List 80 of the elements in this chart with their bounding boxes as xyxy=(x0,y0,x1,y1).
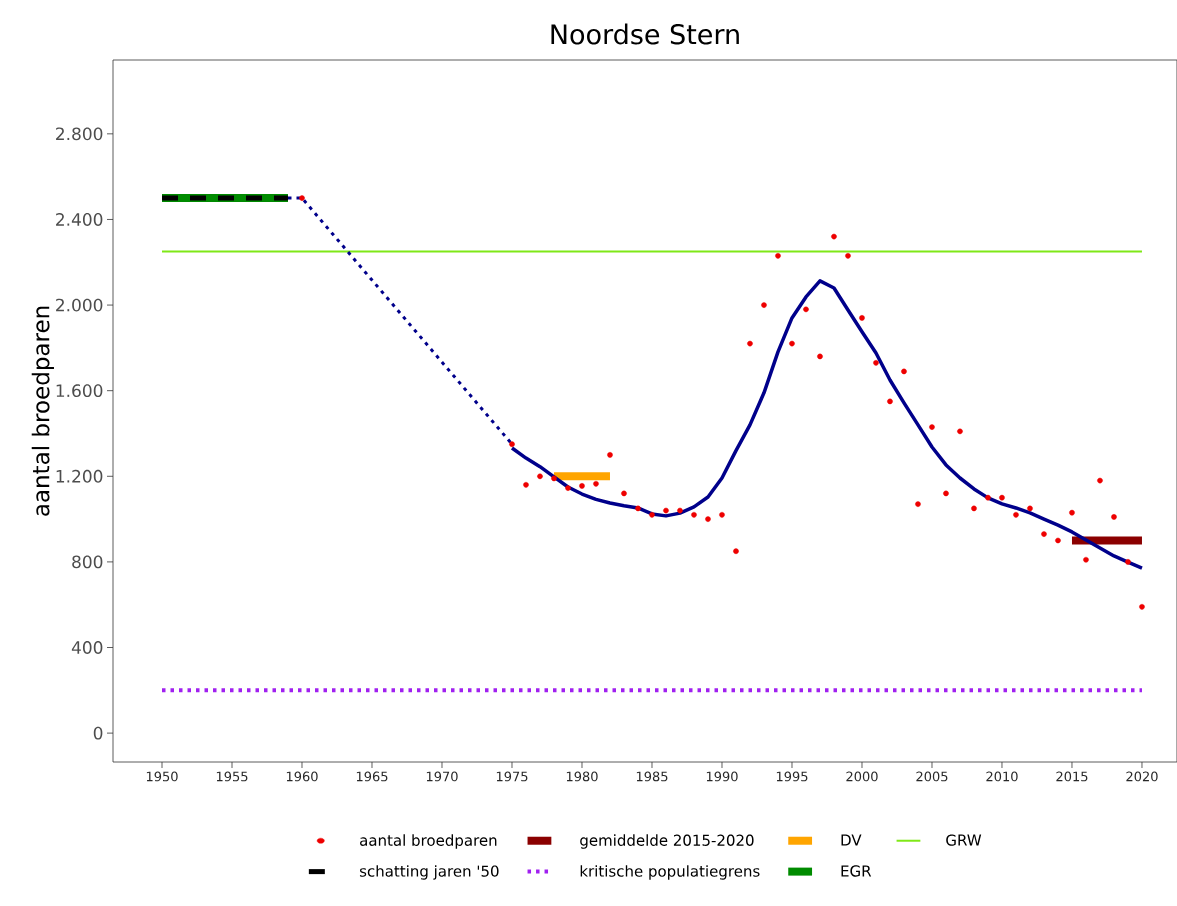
point xyxy=(803,306,809,313)
legend-label: gemiddelde 2015-2020 xyxy=(580,834,754,849)
x-tick-label: 2010 xyxy=(986,771,1018,782)
point xyxy=(733,548,739,554)
point xyxy=(1041,531,1047,537)
point xyxy=(1125,559,1131,565)
x-tick-label: 1995 xyxy=(776,771,808,782)
line-series xyxy=(510,279,1144,570)
point xyxy=(775,253,781,259)
y-tick-label: 1.600 xyxy=(56,384,103,398)
point xyxy=(691,512,697,518)
chart-title: Noordse Stern xyxy=(551,23,739,45)
point xyxy=(859,315,865,321)
x-tick-label: 2015 xyxy=(1056,771,1088,782)
point xyxy=(523,482,529,488)
x-tick-label: 1990 xyxy=(706,771,738,782)
point xyxy=(971,505,977,512)
point xyxy=(579,483,585,489)
point xyxy=(1013,512,1019,518)
x-tick-label: 1985 xyxy=(636,771,668,782)
point xyxy=(999,494,1005,501)
x-tick-label: 1980 xyxy=(566,771,598,782)
x-tick-label: 1960 xyxy=(286,771,318,782)
y-tick-label: 1.200 xyxy=(56,469,103,483)
x-tick-label: 1970 xyxy=(426,771,458,782)
point xyxy=(537,473,543,480)
point xyxy=(901,368,907,375)
y-tick-label: 2.000 xyxy=(56,298,103,312)
point xyxy=(719,512,725,518)
point xyxy=(551,475,557,482)
point xyxy=(985,494,991,501)
legend-label: EGR xyxy=(841,865,872,877)
y-tick-label: 400 xyxy=(71,641,103,654)
point xyxy=(593,480,599,487)
point xyxy=(635,505,641,512)
point xyxy=(747,340,753,347)
legend-label: schatting jaren '50 xyxy=(359,865,499,880)
point xyxy=(299,195,305,201)
point xyxy=(1027,505,1033,512)
point xyxy=(663,507,669,514)
point xyxy=(705,516,711,522)
point xyxy=(887,398,893,405)
point xyxy=(677,507,683,514)
x-tick-label: 2020 xyxy=(1126,771,1158,782)
point xyxy=(845,253,851,259)
point xyxy=(957,428,963,435)
x-tick-label: 2000 xyxy=(846,771,878,782)
legend-label: DV xyxy=(841,834,862,846)
x-tick-label: 1965 xyxy=(356,771,388,782)
legend-label: kritische populatiegrens xyxy=(580,865,760,880)
y-tick-label: 0 xyxy=(93,726,103,740)
point xyxy=(607,452,613,458)
y-axis-title: aantal broedparen xyxy=(31,306,54,516)
point xyxy=(1139,604,1145,610)
point xyxy=(1097,477,1103,484)
point xyxy=(649,512,655,518)
point xyxy=(817,353,823,360)
point xyxy=(831,233,837,240)
y-tick-label: 2.400 xyxy=(56,213,103,226)
legend-label: GRW xyxy=(946,834,982,846)
point xyxy=(789,340,795,347)
point xyxy=(509,441,515,447)
y-tick-label: 2.800 xyxy=(56,127,103,141)
point xyxy=(621,490,627,497)
y-tick-label: 800 xyxy=(72,555,103,569)
x-tick-label: 1950 xyxy=(146,771,178,782)
point xyxy=(565,485,571,491)
point xyxy=(1083,556,1089,563)
x-tick-label: 2005 xyxy=(916,771,948,782)
legend-label: aantal broedparen xyxy=(360,834,497,849)
point xyxy=(915,501,921,507)
point xyxy=(929,424,935,430)
point xyxy=(1111,514,1117,520)
x-tick-label: 1955 xyxy=(216,771,248,782)
point xyxy=(873,360,879,366)
x-tick-label: 1975 xyxy=(496,771,528,782)
point xyxy=(1069,509,1075,516)
point xyxy=(943,490,949,497)
point xyxy=(761,302,767,308)
point xyxy=(1055,537,1061,544)
